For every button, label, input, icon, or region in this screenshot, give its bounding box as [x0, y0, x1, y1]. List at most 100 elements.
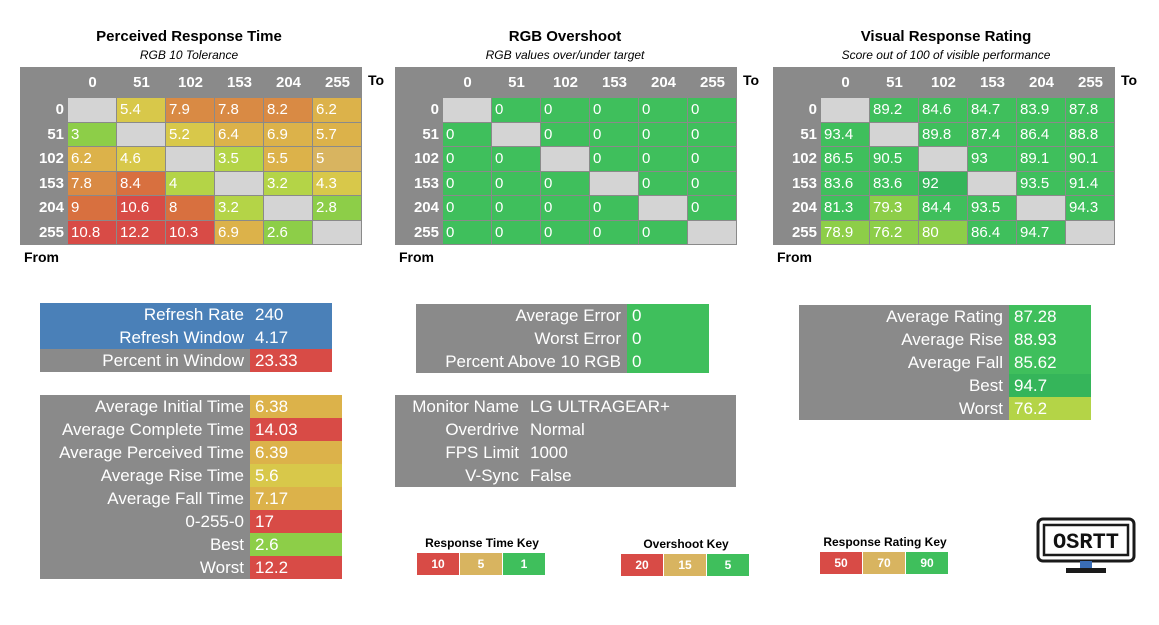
info-row: Best 2.6 — [40, 533, 342, 556]
matrix-cell: 93.5 — [1017, 171, 1065, 195]
matrix-cell: 0 — [639, 98, 687, 122]
info-row: Percent in Window 23.33 — [40, 349, 332, 372]
panel-title: Visual Response Rating — [860, 28, 1032, 45]
matrix-cell: 87.8 — [1066, 98, 1114, 122]
column-header: 102 — [930, 74, 957, 91]
matrix-cell: 89.1 — [1017, 147, 1065, 171]
matrix-cell: 0 — [688, 171, 736, 195]
matrix-cell: 76.2 — [870, 220, 918, 244]
info-row: Average Error 0 — [416, 304, 709, 327]
info-row: Average Initial Time 6.38 — [40, 395, 342, 418]
rating-summary-table: Average Rating 87.28 Average Rise 88.93 Aver… — [799, 305, 1091, 420]
matrix-cell: 0 — [590, 98, 638, 122]
row-header: 204 — [38, 199, 64, 216]
matrix-cell: 3.2 — [264, 171, 312, 195]
osrtt-logo: OSRTT — [1036, 517, 1136, 575]
diagonal-cell — [968, 171, 1016, 195]
matrix-cell: 0 — [688, 147, 736, 171]
info-row: Average Complete Time 14.03 — [40, 418, 342, 441]
info-label: Average Complete Time — [40, 418, 250, 441]
matrix-cell: 3.5 — [215, 147, 263, 171]
matrix-cell: 79.3 — [870, 196, 918, 220]
diagonal-cell — [215, 171, 263, 195]
info-label: Worst — [799, 397, 1009, 420]
panel-subtitle: RGB values over/under target — [485, 48, 645, 62]
info-row: Average Fall Time 7.17 — [40, 487, 342, 510]
key-swatch: 5 — [460, 553, 502, 575]
info-row: Monitor Name LG ULTRAGEAR+ — [395, 395, 736, 418]
column-header: 51 — [508, 74, 525, 91]
key-title: Overshoot Key — [643, 537, 729, 551]
diagonal-cell — [919, 147, 967, 171]
info-value: 94.7 — [1009, 374, 1091, 397]
matrix-cell: 0 — [639, 147, 687, 171]
matrix-cell: 10.3 — [166, 220, 214, 244]
info-row: FPS Limit 1000 — [395, 441, 736, 464]
column-header: 255 — [324, 74, 351, 91]
row-header: 204 — [791, 199, 817, 216]
diagonal-cell — [166, 147, 214, 171]
matrix-cell: 0 — [443, 220, 491, 244]
matrix-cell: 0 — [639, 220, 687, 244]
matrix-cell: 0 — [443, 196, 491, 220]
info-value: 7.17 — [250, 487, 342, 510]
info-value: 85.62 — [1009, 351, 1091, 374]
matrix-cell: 3.2 — [215, 196, 263, 220]
matrix-cell: 4 — [166, 171, 214, 195]
row-header: 0 — [55, 101, 64, 118]
diagonal-cell — [492, 122, 540, 146]
row-header: 153 — [791, 174, 817, 192]
logo-text: OSRTT — [1053, 530, 1119, 555]
info-label: Average Perceived Time — [40, 441, 250, 464]
info-row: Worst 12.2 — [40, 556, 342, 579]
matrix-cell: 87.4 — [968, 122, 1016, 146]
info-value: 1000 — [525, 441, 736, 464]
matrix-cell: 0 — [541, 196, 589, 220]
info-value: 4.17 — [250, 326, 332, 349]
matrix-cell: 4.6 — [117, 147, 165, 171]
matrix-cell: 0 — [541, 171, 589, 195]
column-header: 204 — [650, 74, 677, 91]
info-row: Refresh Rate 240 — [40, 303, 332, 326]
column-header: 0 — [463, 74, 472, 91]
matrix-cell: 2.6 — [264, 220, 312, 244]
matrix-cell: 84.4 — [919, 196, 967, 220]
matrix-cell: 93.5 — [968, 196, 1016, 220]
info-row: Worst 76.2 — [799, 397, 1091, 420]
matrix-cell: 0 — [639, 171, 687, 195]
matrix-cell: 83.6 — [870, 171, 918, 195]
info-label: Average Error — [416, 304, 627, 327]
matrix-cell: 89.8 — [919, 122, 967, 146]
info-label: Worst — [40, 556, 250, 579]
info-value: 240 — [250, 303, 332, 326]
diagonal-cell — [639, 196, 687, 220]
matrix-cell: 0 — [590, 147, 638, 171]
info-value: 6.39 — [250, 441, 342, 464]
matrix-cell: 12.2 — [117, 220, 165, 244]
column-header: 153 — [226, 74, 253, 91]
column-header: 0 — [88, 74, 97, 91]
info-row: Average Fall 85.62 — [799, 351, 1091, 374]
column-header: 51 — [133, 74, 150, 91]
row-header: 153 — [38, 174, 64, 192]
key-swatch: 10 — [417, 553, 459, 575]
matrix-cell: 5.4 — [117, 98, 165, 122]
key-swatch: 70 — [863, 552, 905, 574]
key-swatch: 20 — [621, 554, 663, 576]
row-header: 102 — [791, 150, 817, 167]
key-swatch: 50 — [820, 552, 862, 574]
matrix-cell: 89.2 — [870, 98, 918, 122]
row-header: 255 — [413, 223, 439, 241]
info-value: False — [525, 464, 736, 487]
info-value: Normal — [525, 418, 736, 441]
matrix-cell: 84.6 — [919, 98, 967, 122]
info-label: Average Rating — [799, 305, 1009, 328]
matrix-cell: 86.4 — [1017, 122, 1065, 146]
to-label: To — [368, 72, 385, 88]
matrix-cell: 0 — [590, 220, 638, 244]
matrix-cell: 5.7 — [313, 122, 361, 146]
info-label: Average Fall — [799, 351, 1009, 374]
info-row: 0-255-0 17 — [40, 510, 342, 533]
diagonal-cell — [443, 98, 491, 122]
matrix-cell: 0 — [443, 171, 491, 195]
